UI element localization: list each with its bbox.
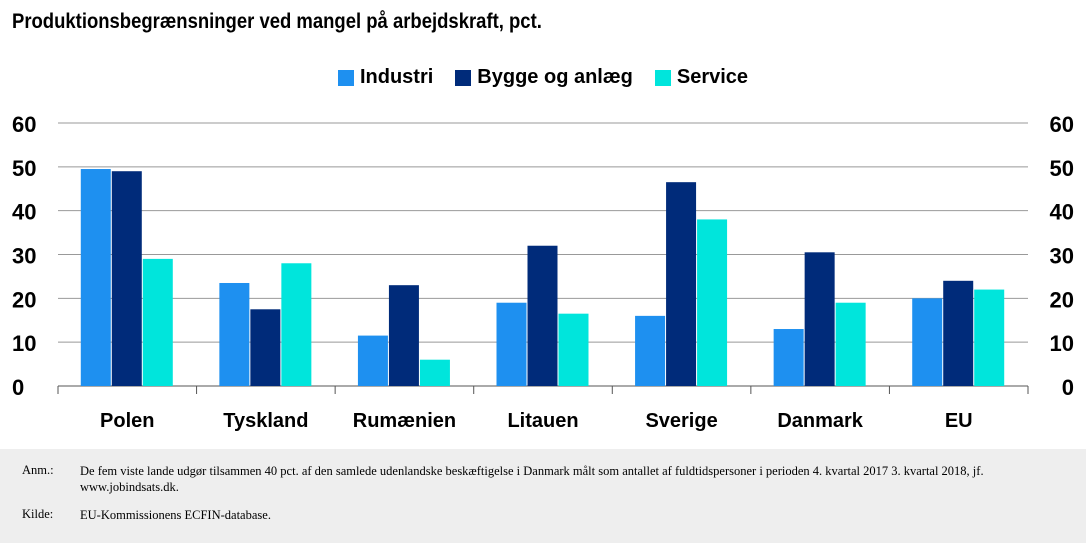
bar-industri	[80, 169, 111, 386]
legend-label-bygge: Bygge og anlæg	[477, 66, 633, 88]
x-category-label: Danmark	[777, 410, 863, 432]
bar-industri	[496, 302, 527, 386]
x-category-label: Litauen	[507, 410, 578, 432]
bar-bygge-og-anlæg	[804, 252, 835, 386]
legend-item-service: Service	[654, 66, 749, 89]
chart-legend: Industri Bygge og anlæg Service	[0, 66, 1086, 89]
legend-item-bygge: Bygge og anlæg	[455, 66, 633, 89]
y-tick-label-right: 40	[1050, 200, 1074, 225]
y-tick-label-right: 30	[1050, 244, 1074, 269]
note-kilde-text: EU-Kommissionens ECFIN-database.	[80, 508, 271, 522]
bar-industri	[357, 335, 388, 386]
bar-service	[558, 313, 589, 386]
bar-bygge-og-anlæg	[388, 285, 419, 386]
y-tick-label-right: 10	[1050, 331, 1074, 356]
bar-bygge-og-anlæg	[111, 171, 142, 386]
legend-swatch-industri	[337, 69, 354, 86]
notes-panel: Anm.: De fem viste lande udgør tilsammen…	[0, 449, 1086, 543]
legend-item-industri: Industri	[337, 66, 434, 89]
y-tick-label-right: 0	[1062, 375, 1074, 400]
y-tick-label-right: 20	[1050, 287, 1074, 312]
bar-service	[974, 289, 1005, 386]
legend-swatch-bygge	[455, 69, 472, 86]
y-tick-label-left: 40	[12, 200, 36, 225]
y-tick-label-left: 30	[12, 244, 36, 269]
x-category-label: Polen	[100, 410, 154, 432]
bar-bygge-og-anlæg	[527, 245, 558, 386]
note-kilde: Kilde: EU-Kommissionens ECFIN-database.	[22, 507, 1040, 523]
x-category-label: EU	[945, 410, 973, 432]
y-tick-label-right: 60	[1050, 112, 1074, 137]
note-kilde-label: Kilde:	[22, 507, 54, 521]
x-category-label: Sverige	[645, 410, 717, 432]
note-anm: Anm.: De fem viste lande udgør tilsammen…	[22, 463, 1040, 495]
x-category-label: Rumænien	[353, 410, 456, 432]
y-tick-label-right: 50	[1050, 156, 1074, 181]
bar-bygge-og-anlæg	[666, 182, 697, 386]
bar-service	[835, 302, 866, 386]
y-tick-label-left: 50	[12, 156, 36, 181]
y-tick-label-left: 10	[12, 331, 36, 356]
bar-industri	[635, 315, 666, 386]
y-tick-label-left: 60	[12, 112, 36, 137]
legend-label-service: Service	[676, 66, 749, 88]
note-anm-label: Anm.:	[22, 463, 54, 477]
note-anm-text: De fem viste lande udgør tilsammen 40 pc…	[80, 464, 984, 494]
bar-service	[697, 219, 728, 386]
legend-label-industri: Industri	[359, 66, 434, 88]
bar-service	[419, 359, 450, 386]
bar-industri	[773, 329, 804, 386]
x-category-label: Tyskland	[223, 410, 308, 432]
bar-service	[142, 258, 173, 386]
bar-bygge-og-anlæg	[250, 309, 281, 386]
bar-service	[281, 263, 312, 386]
bar-industri	[219, 282, 250, 386]
bar-bygge-og-anlæg	[943, 280, 974, 386]
legend-swatch-service	[654, 69, 671, 86]
y-tick-label-left: 20	[12, 287, 36, 312]
bar-chart: 0 0 10 10 20 20 30 30 40 40 50 50 60 60 Polen Tyskland R…	[12, 112, 1074, 432]
bar-industri	[912, 298, 943, 386]
chart-title: Produktionsbegrænsninger ved mangel på a…	[12, 10, 542, 33]
y-tick-label-left: 0	[12, 375, 24, 400]
